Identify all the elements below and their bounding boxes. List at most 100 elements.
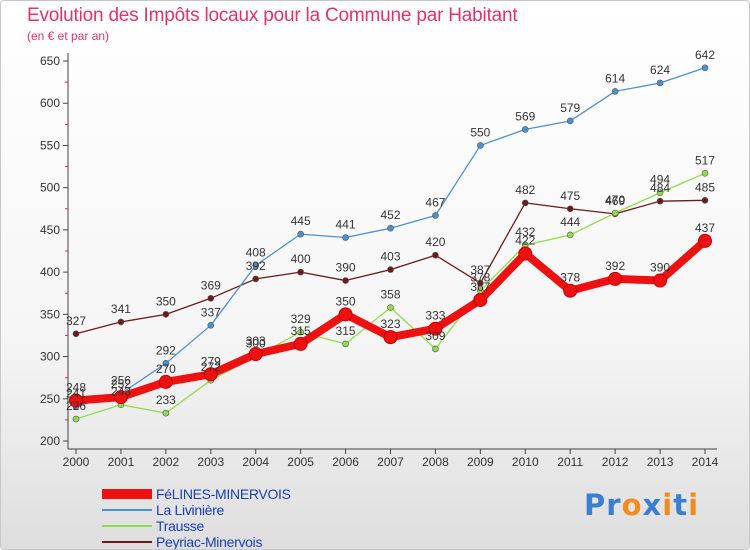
- data-point: [701, 64, 709, 72]
- data-point: [248, 347, 263, 362]
- data-label: 437: [695, 221, 715, 235]
- x-tick-label: 2000: [63, 455, 90, 469]
- data-label: 400: [291, 252, 311, 266]
- proxiti-logo: Proxiti: [584, 488, 699, 522]
- axes: 200 250 300 350 400 450 500 550 600 650 2000 2001 20…: [40, 53, 719, 469]
- data-point: [162, 360, 170, 367]
- data-point: [252, 275, 260, 283]
- data-label: 569: [515, 109, 535, 123]
- x-tick-label: 2001: [108, 455, 135, 469]
- data-point: [432, 345, 439, 353]
- logo-letter: P: [584, 488, 607, 522]
- data-point: [608, 271, 623, 286]
- data-label: 432: [515, 225, 535, 239]
- legend-item: La Livinière: [102, 502, 291, 518]
- data-label: 369: [201, 278, 221, 292]
- x-tick-label: 2003: [197, 455, 224, 469]
- data-point: [297, 268, 304, 276]
- data-point: [297, 328, 304, 336]
- data-point: [432, 251, 439, 259]
- data-point: [387, 266, 394, 273]
- data-label: 303: [246, 334, 266, 348]
- x-tick-label: 2006: [332, 455, 359, 469]
- data-label: 358: [380, 288, 400, 302]
- data-point: [342, 277, 349, 284]
- logo-letter: o: [621, 488, 643, 522]
- data-label: 367: [470, 280, 490, 294]
- data-label: 624: [650, 63, 670, 77]
- data-label: 252: [111, 377, 131, 391]
- legend: FéLINES-MINERVOIS La Livinière Trausse Peyr…: [102, 486, 291, 550]
- data-point: [72, 330, 80, 338]
- data-point: [566, 231, 574, 239]
- data-label: 226: [66, 399, 86, 413]
- data-label: 444: [560, 215, 580, 229]
- data-point: [342, 340, 349, 348]
- data-label: 243: [111, 385, 131, 399]
- data-label: 315: [291, 324, 311, 338]
- series-layer: [69, 64, 712, 423]
- data-point: [518, 246, 533, 261]
- logo-letter: i: [662, 488, 674, 522]
- data-point: [698, 233, 712, 248]
- legend-label: La Livinière: [156, 502, 224, 518]
- data-label: 482: [515, 183, 535, 197]
- data-point: [117, 318, 125, 326]
- data-point: [252, 262, 260, 269]
- data-label: 517: [695, 153, 715, 167]
- data-label: 350: [156, 294, 176, 308]
- data-point: [653, 273, 668, 288]
- data-label: 279: [201, 354, 221, 368]
- data-point: [477, 279, 484, 287]
- data-label: 323: [380, 317, 400, 331]
- data-point: [428, 321, 443, 336]
- data-point: [207, 294, 215, 302]
- data-label: 452: [380, 208, 400, 222]
- data-label: 441: [336, 217, 356, 231]
- data-point: [383, 330, 398, 345]
- x-tick-label: 2002: [153, 455, 180, 469]
- x-tick-label: 2005: [287, 455, 314, 469]
- legend-label: Trausse: [156, 518, 204, 534]
- data-label: 350: [336, 294, 356, 308]
- logo-letter: t: [673, 488, 689, 522]
- data-point: [563, 283, 578, 298]
- y-tick-label: 650: [40, 54, 60, 68]
- y-tick-label: 500: [40, 181, 60, 195]
- x-tick-label: 2009: [467, 455, 494, 469]
- x-tick-label: 2014: [692, 455, 719, 469]
- y-tick-label: 250: [40, 392, 60, 406]
- x-tick-label: 2012: [602, 455, 629, 469]
- data-point: [387, 224, 394, 232]
- legend-swatch: [102, 509, 152, 511]
- data-point: [162, 409, 170, 417]
- legend-item: Peyriac-Minervois: [102, 534, 291, 550]
- data-label: 387: [470, 263, 490, 277]
- legend-swatch: [102, 541, 152, 543]
- data-label: 248: [66, 380, 86, 394]
- legend-item: Trausse: [102, 518, 291, 534]
- data-label: 467: [425, 196, 445, 210]
- data-label: 614: [605, 71, 625, 85]
- y-tick-label: 550: [40, 138, 60, 152]
- data-label: 241: [66, 386, 86, 400]
- data-label: 233: [156, 393, 176, 407]
- data-label: 378: [560, 271, 580, 285]
- data-label: 329: [291, 312, 311, 326]
- data-point: [701, 197, 709, 204]
- chart-title: Evolution des Impôts locaux pour la Comm…: [27, 5, 518, 26]
- data-label: 392: [246, 259, 266, 273]
- data-point: [162, 311, 170, 318]
- data-label: 272: [201, 360, 221, 374]
- data-point: [477, 142, 484, 149]
- data-label: 485: [695, 180, 715, 194]
- logo-letter: i: [688, 488, 700, 522]
- data-label: 484: [650, 181, 670, 195]
- data-label: 300: [246, 337, 266, 351]
- legend-label: Peyriac-Minervois: [156, 534, 263, 550]
- data-point: [113, 390, 128, 405]
- y-tick-label: 350: [40, 307, 60, 321]
